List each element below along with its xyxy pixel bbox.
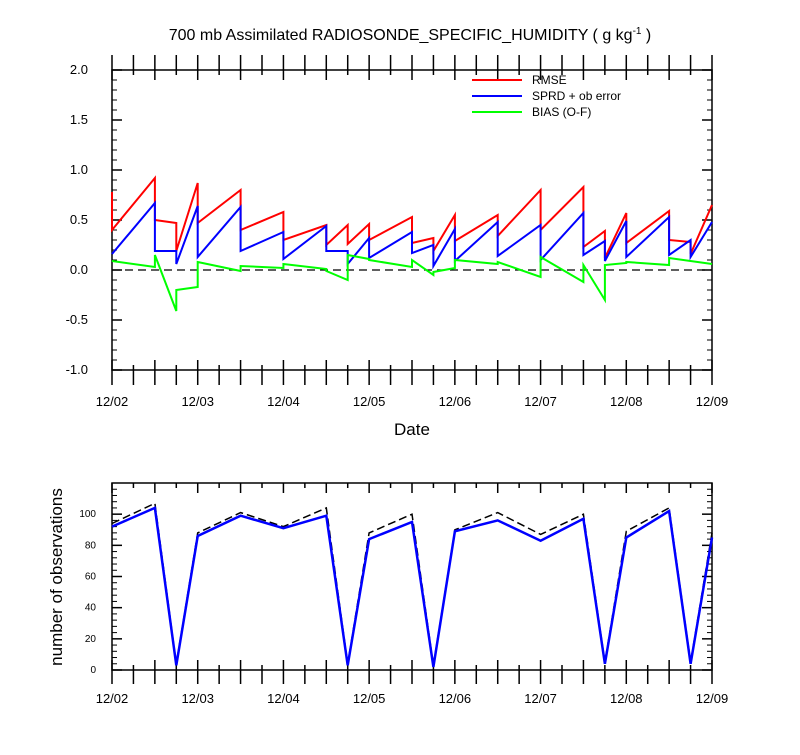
legend-label-sprd: SPRD + ob error bbox=[532, 89, 621, 103]
top-series-group bbox=[111, 175, 713, 312]
bottom-axis-ticks bbox=[111, 483, 713, 684]
bottom-xtick-label: 12/07 bbox=[524, 691, 557, 706]
top-ytick-label: -0.5 bbox=[66, 312, 88, 327]
legend-label-bias: BIAS (O-F) bbox=[532, 105, 591, 119]
top-axis-ticks bbox=[111, 55, 713, 385]
bottom-xtick-label: 12/03 bbox=[181, 691, 214, 706]
top-xtick-label: 12/08 bbox=[610, 394, 643, 409]
bottom-ytick-label: 80 bbox=[85, 540, 97, 551]
top-panel: -1.0-0.50.00.51.01.52.0 12/02 12/03 12/04 1… bbox=[66, 55, 729, 439]
observations-line-used bbox=[111, 506, 714, 668]
top-x-tick-labels: 12/02 12/03 12/04 12/05 12/06 12/07 12/08 12/09 bbox=[96, 394, 729, 409]
top-y-tick-labels: -1.0 -0.5 0.0 0.5 1.0 1.5 2.0 bbox=[66, 62, 88, 377]
bottom-plot-frame bbox=[111, 482, 713, 671]
bottom-y-tick-labels: 0 20 40 60 80 100 bbox=[79, 509, 96, 676]
bottom-xtick-label: 12/05 bbox=[353, 691, 386, 706]
top-xtick-label: 12/02 bbox=[96, 394, 129, 409]
top-ytick-label: 2.0 bbox=[70, 62, 88, 77]
bottom-ytick-label: 20 bbox=[85, 634, 97, 645]
bottom-xtick-label: 12/02 bbox=[96, 691, 129, 706]
series-line-1 bbox=[111, 200, 713, 270]
y-axis-label-observations: number of observations bbox=[47, 488, 66, 666]
bottom-x-tick-labels: 12/02 12/03 12/04 12/05 12/06 12/07 12/08 12/09 bbox=[96, 691, 729, 706]
bottom-xtick-label: 12/06 bbox=[439, 691, 472, 706]
top-xtick-label: 12/03 bbox=[181, 394, 214, 409]
top-xtick-label: 12/04 bbox=[267, 394, 300, 409]
top-xtick-label: 12/05 bbox=[353, 394, 386, 409]
series-line-2 bbox=[111, 253, 713, 312]
top-ytick-label: -1.0 bbox=[66, 362, 88, 377]
top-xtick-label: 12/07 bbox=[524, 394, 557, 409]
top-xtick-label: 12/06 bbox=[439, 394, 472, 409]
bottom-xtick-label: 12/08 bbox=[610, 691, 643, 706]
top-ytick-label: 1.5 bbox=[70, 112, 88, 127]
bottom-series-group bbox=[111, 502, 714, 668]
bottom-ytick-label: 60 bbox=[85, 572, 97, 583]
bottom-ytick-label: 100 bbox=[79, 509, 96, 520]
bottom-xtick-label: 12/04 bbox=[267, 691, 300, 706]
top-xtick-label: 12/09 bbox=[696, 394, 729, 409]
bottom-ytick-label: 40 bbox=[85, 603, 97, 614]
bottom-ytick-label: 0 bbox=[90, 665, 96, 676]
top-ytick-label: 0.5 bbox=[70, 212, 88, 227]
top-ytick-label: 0.0 bbox=[70, 262, 88, 277]
x-axis-label: Date bbox=[394, 420, 430, 439]
chart-title: 700 mb Assimilated RADIOSONDE_SPECIFIC_H… bbox=[169, 26, 652, 44]
top-ytick-label: 1.0 bbox=[70, 162, 88, 177]
legend-label-rmse: RMSE bbox=[532, 73, 567, 87]
bottom-xtick-label: 12/09 bbox=[696, 691, 729, 706]
legend: RMSE SPRD + ob error BIAS (O-F) bbox=[472, 73, 621, 119]
